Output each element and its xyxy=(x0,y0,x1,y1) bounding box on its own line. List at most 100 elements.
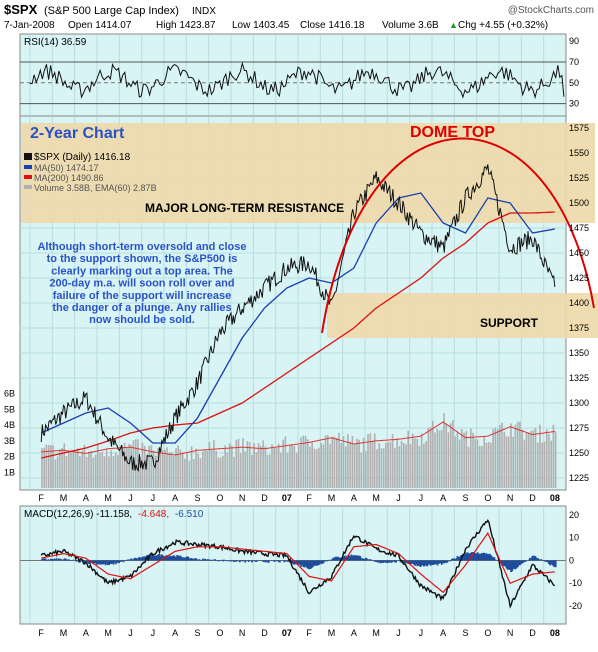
x-axis-label: A xyxy=(440,628,446,638)
volume-bar xyxy=(93,458,95,489)
x-axis-label: S xyxy=(462,628,468,638)
volume-tick-label: 5B xyxy=(4,404,15,414)
macd-label-signal: -4.648, xyxy=(138,509,169,520)
macd-hist-bar xyxy=(395,560,397,562)
macd-tick-label: 20 xyxy=(569,510,579,520)
x-axis-label: M xyxy=(328,628,336,638)
volume-bar xyxy=(392,434,394,488)
macd-hist-bar xyxy=(268,560,270,562)
volume-bar xyxy=(381,448,383,488)
exchange: INDX xyxy=(192,6,216,17)
x-axis-label: N xyxy=(239,493,246,503)
x-axis-label: M xyxy=(60,628,68,638)
volume-tick-label: 2B xyxy=(4,452,15,462)
x-axis-label: J xyxy=(151,628,156,638)
volume-bar xyxy=(300,437,302,488)
commentary-text: Although short-term oversold and closeto… xyxy=(37,241,246,326)
volume-bar xyxy=(160,451,162,488)
volume-bar xyxy=(336,438,338,488)
volume-bar xyxy=(535,428,537,488)
volume-bar xyxy=(195,449,197,488)
macd-hist-bar xyxy=(210,560,212,561)
volume-bar xyxy=(519,422,521,489)
volume-bar xyxy=(318,448,320,488)
volume-bar xyxy=(273,448,275,488)
resistance-label: MAJOR LONG-TERM RESISTANCE xyxy=(145,201,344,215)
volume-bar xyxy=(253,443,255,488)
volume-bar xyxy=(403,443,405,488)
volume-bar xyxy=(356,439,358,488)
header-chg-arrow: ▲ xyxy=(449,20,458,30)
volume-bar xyxy=(385,443,387,488)
volume-bar xyxy=(443,413,445,488)
volume-bar xyxy=(419,446,421,488)
volume-bar xyxy=(378,443,380,488)
header-open: Open 1414.07 xyxy=(68,20,132,31)
volume-bar xyxy=(499,425,501,488)
volume-bar xyxy=(258,443,260,488)
volume-bar xyxy=(437,429,439,488)
volume-bar xyxy=(412,434,414,488)
volume-bar xyxy=(81,451,83,488)
volume-bar xyxy=(472,433,474,488)
price-tick-label: 1250 xyxy=(569,448,589,458)
price-tick-label: 1275 xyxy=(569,423,589,433)
volume-bar xyxy=(448,432,450,488)
volume-bar xyxy=(206,451,208,488)
macd-label: MACD(12,26,9) -11.158, -4.648, -6.510 xyxy=(24,509,204,520)
macd-tick-label: -10 xyxy=(569,578,582,588)
macd-hist-bar xyxy=(196,559,198,560)
header-volume: Volume 3.6B xyxy=(382,20,439,31)
x-axis-label: A xyxy=(440,493,446,503)
commentary-line: the danger of a plunge. Any rallies xyxy=(52,302,231,314)
macd-hist-bar xyxy=(221,560,223,561)
volume-bar xyxy=(325,435,327,488)
x-axis-label: N xyxy=(507,628,514,638)
volume-bar xyxy=(102,452,104,488)
volume-bar xyxy=(162,450,164,488)
volume-bar xyxy=(177,446,179,489)
macd-hist-bar xyxy=(68,559,70,560)
volume-bar xyxy=(497,429,499,488)
legend-ma200-swatch xyxy=(24,175,32,179)
commentary-line: clearly marking out a top area. The xyxy=(51,265,233,277)
volume-bar xyxy=(189,461,191,488)
volume-bar xyxy=(515,425,517,488)
volume-bar xyxy=(477,440,479,488)
header-chg: Chg +4.55 (+0.32%) xyxy=(458,20,548,31)
volume-bar xyxy=(396,438,398,488)
volume-bar xyxy=(233,457,235,488)
volume-bar xyxy=(256,452,258,488)
macd-label-hist: -6.510 xyxy=(175,509,204,520)
volume-bar xyxy=(110,450,112,488)
x-axis-label: O xyxy=(216,493,223,503)
volume-bar xyxy=(405,444,407,488)
price-ticks: 1575155015251500147514501425140013751350… xyxy=(569,123,589,483)
x-axis-label: D xyxy=(261,628,268,638)
commentary-line: Although short-term oversold and close xyxy=(37,241,246,253)
volume-bar xyxy=(227,453,229,489)
volume-bar xyxy=(414,438,416,488)
volume-bar xyxy=(524,440,526,488)
volume-bar xyxy=(265,447,267,489)
legend-price: $SPX (Daily) 1416.18 xyxy=(34,152,131,163)
macd-tick-label: 10 xyxy=(569,533,579,543)
volume-bar xyxy=(345,446,347,488)
x-axis-label: S xyxy=(194,493,200,503)
volume-bar xyxy=(55,460,57,489)
price-tick-label: 1475 xyxy=(569,223,589,233)
x-axis-label: J xyxy=(419,493,424,503)
volume-bar xyxy=(119,449,121,488)
rsi-tick-label: 50 xyxy=(569,78,579,88)
volume-bar xyxy=(276,448,278,488)
volume-bar xyxy=(173,456,175,488)
volume-bar xyxy=(332,437,334,488)
header-low: Low 1403.45 xyxy=(232,20,290,31)
volume-bar xyxy=(537,443,539,488)
volume-bar xyxy=(43,448,45,488)
price-tick-label: 1575 xyxy=(569,123,589,133)
legend-price-swatch xyxy=(24,153,32,160)
legend-ma200: MA(200) 1490.86 xyxy=(34,173,104,183)
volume-bar xyxy=(441,430,443,488)
macd-hist-bar xyxy=(236,560,238,561)
